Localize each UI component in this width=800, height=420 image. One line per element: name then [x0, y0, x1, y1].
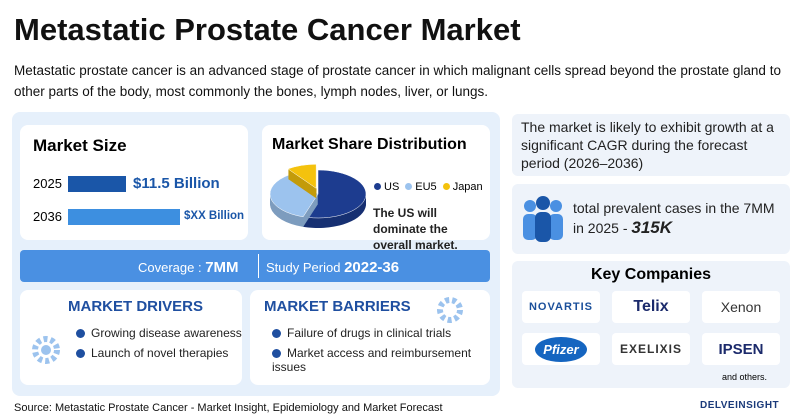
- description: Metastatic prostate cancer is an advance…: [14, 63, 781, 99]
- people-icon: [523, 196, 563, 242]
- drivers-title: MARKET DRIVERS: [68, 298, 204, 315]
- coverage-value: 7MM: [205, 259, 239, 276]
- driver-text: Growing disease awareness: [91, 326, 242, 340]
- market-size-card: Market Size 2025 $11.5 Billion 2036 $XX …: [20, 125, 248, 240]
- pie-slice-group: [287, 164, 317, 199]
- barriers-title: MARKET BARRIERS: [264, 298, 411, 315]
- company-logo: Pfizer: [535, 336, 587, 362]
- legend-item: Japan: [442, 181, 483, 193]
- company-logo: NOVARTIS: [522, 291, 600, 323]
- barrier-text: Failure of drugs in clinical trials: [287, 326, 452, 340]
- legend-item: EU5: [405, 181, 437, 193]
- prevalence-text: total prevalent cases in the 7MM in 2025…: [573, 200, 775, 236]
- legend-label: EU5: [415, 181, 437, 193]
- driver-item: Growing disease awareness: [76, 326, 242, 340]
- year: 2025: [33, 176, 62, 191]
- coverage-bar: Coverage : 7MM Study Period 2022-36: [20, 250, 490, 282]
- companies-box: Key Companies NOVARTIS Telix Xenon Pfize…: [512, 261, 790, 388]
- source: Source: Metastatic Prostate Cancer - Mar…: [14, 402, 443, 414]
- gear-icon: [32, 336, 60, 364]
- market-size-title: Market Size: [33, 136, 127, 155]
- prevalence-box: total prevalent cases in the 7MM in 2025…: [512, 184, 790, 254]
- company-logo: Telix: [612, 291, 690, 323]
- legend-label: US: [384, 181, 400, 193]
- size-label: $XX Billion: [184, 210, 245, 222]
- size-bar: [68, 176, 126, 192]
- barrier-item: Market access and reimbursement issues: [272, 346, 490, 374]
- company-logo: Xenon: [702, 291, 780, 323]
- growth-note: The market is likely to exhibit growth a…: [521, 119, 774, 171]
- study-period: Study Period 2022-36: [266, 259, 399, 276]
- companies-title: Key Companies: [590, 266, 712, 283]
- pie-slice-group: [302, 169, 367, 228]
- study-period-value: 2022-36: [344, 259, 400, 276]
- divider: [258, 254, 259, 278]
- pie-slice: [269, 174, 319, 218]
- companies-footnote: and others.: [722, 372, 768, 382]
- share-note: The US will dominate the overall market.: [373, 206, 458, 252]
- barriers-card: MARKET BARRIERS Failure of drugs in clin…: [250, 290, 490, 385]
- size-bar: [68, 209, 180, 225]
- prevalence-value: 315K: [631, 218, 673, 237]
- company-logo-wrap: Pfizer: [522, 333, 600, 365]
- coverage: Coverage : 7MM: [138, 259, 239, 276]
- barrier-item: Failure of drugs in clinical trials: [272, 326, 451, 340]
- drivers-card: MARKET DRIVERS Growing disease awareness…: [20, 290, 242, 385]
- pie: [269, 164, 367, 228]
- year: 2036: [33, 209, 62, 224]
- legend-item: US: [374, 181, 399, 193]
- pie-slice: [302, 169, 367, 219]
- market-share-card: Market Share Distribution US EU5 Japan The…: [262, 125, 490, 252]
- driver-text: Launch of novel therapies: [91, 346, 229, 360]
- barrier-text: Market access and reimbursement issues: [272, 346, 472, 374]
- pie-slice-group: [269, 174, 319, 227]
- company-logo: IPSEN: [702, 333, 780, 365]
- legend-swatch: [405, 183, 413, 190]
- legend: US EU5 Japan: [374, 181, 483, 193]
- growth-box: The market is likely to exhibit growth a…: [512, 114, 790, 176]
- brand: DELVEINSIGHT: [700, 400, 780, 411]
- driver-item: Launch of novel therapies: [76, 346, 228, 360]
- gear-icon: [437, 297, 463, 323]
- pie-slice: [287, 164, 317, 189]
- size-label: $11.5 Billion: [133, 175, 220, 192]
- market-share-title: Market Share Distribution: [272, 136, 467, 153]
- prevalence: total prevalent cases in the 7MM in 2025…: [573, 198, 783, 238]
- legend-label: Japan: [452, 181, 483, 193]
- legend-swatch: [374, 183, 381, 190]
- coverage-label: Coverage :: [138, 260, 202, 275]
- study-period-label: Study Period: [266, 260, 341, 275]
- legend-swatch: [442, 183, 450, 190]
- company-logo: EXELIXIS: [612, 333, 690, 365]
- title: Metastatic Prostate Cancer Market: [14, 12, 521, 47]
